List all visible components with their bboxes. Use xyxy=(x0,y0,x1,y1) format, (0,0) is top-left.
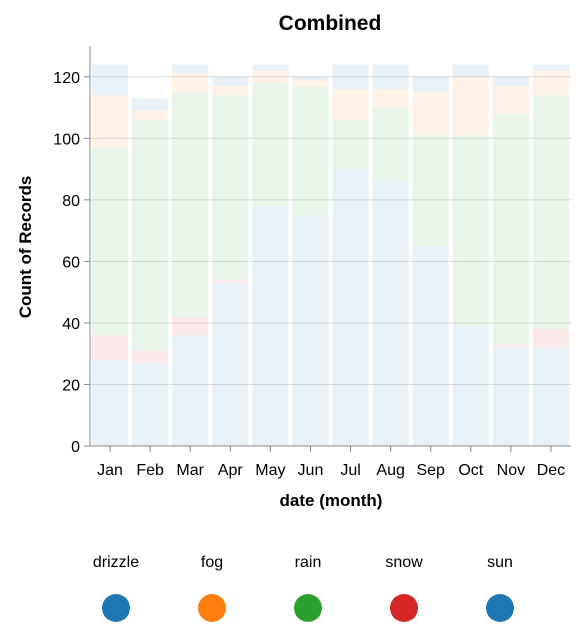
bar-segment-fog xyxy=(452,76,489,136)
legend-label-fog: fog xyxy=(201,554,223,571)
x-tick-label: Nov xyxy=(497,462,525,479)
bar-segment-sun xyxy=(252,206,289,446)
bar-segment-fog xyxy=(372,89,409,108)
x-tick-label: Jun xyxy=(298,462,324,479)
x-tick-label: Sep xyxy=(416,462,445,479)
y-tick-label: 80 xyxy=(62,193,80,210)
bar-segment-drizzle xyxy=(452,64,489,77)
bar-segment-rain xyxy=(332,119,369,170)
bar-segment-fog xyxy=(492,86,529,114)
bar-segment-rain xyxy=(92,147,129,336)
y-tick-label: 100 xyxy=(53,131,80,148)
bar-segment-snow xyxy=(132,350,169,363)
bar-segment-rain xyxy=(532,95,569,330)
y-axis-title: Count of Records xyxy=(16,176,35,319)
bar-segment-fog xyxy=(132,110,169,120)
bar-segment-drizzle xyxy=(492,76,529,86)
bar-segment-fog xyxy=(292,79,329,86)
y-tick-label: 20 xyxy=(62,377,80,394)
x-tick-label: Aug xyxy=(376,462,404,479)
bar-segment-sun xyxy=(92,359,129,446)
bar-segment-rain xyxy=(212,95,249,280)
bar-segment-sun xyxy=(212,282,249,446)
x-tick-label: Jan xyxy=(97,462,123,479)
axes: 0 20 40 60 80 100 120 Jan Feb Mar Apr May Jun Jul Aug S… xyxy=(53,46,571,479)
bar-segment-snow xyxy=(212,279,249,283)
bar-segment-fog xyxy=(412,92,449,136)
bar-segment-rain xyxy=(452,135,489,326)
bar-segment-drizzle xyxy=(292,76,329,80)
y-tick-label: 120 xyxy=(53,70,80,87)
bar-segment-drizzle xyxy=(532,64,569,71)
bar-segment-sun xyxy=(412,246,449,446)
bar-segment-snow xyxy=(172,316,209,336)
bar-segment-sun xyxy=(172,335,209,446)
bar-segment-drizzle xyxy=(132,98,169,111)
bar-segment-sun xyxy=(492,347,529,446)
bar-segment-snow xyxy=(92,335,129,360)
x-tick-label: May xyxy=(255,462,285,479)
bar-segment-rain xyxy=(492,113,529,345)
bar-segment-fog xyxy=(532,70,569,96)
legend-label-drizzle: drizzle xyxy=(93,554,139,571)
bars xyxy=(92,64,569,447)
legend-symbol-snow xyxy=(390,594,418,622)
legend-label-rain: rain xyxy=(295,554,322,571)
grid xyxy=(90,76,571,447)
y-tick-label: 60 xyxy=(62,254,80,271)
x-tick-label: Mar xyxy=(176,462,204,479)
bar-segment-fog xyxy=(332,89,369,120)
bar-segment-rain xyxy=(292,86,329,216)
bar-segment-drizzle xyxy=(172,64,209,74)
legend: drizzle fog rain snow sun xyxy=(93,554,514,622)
legend-symbol-drizzle xyxy=(102,594,130,622)
legend-symbol-sun xyxy=(486,594,514,622)
y-tick-label: 40 xyxy=(62,316,80,333)
bar-segment-fog xyxy=(212,86,249,96)
x-tick-label: Feb xyxy=(136,462,164,479)
bar-segment-rain xyxy=(172,92,209,317)
bar-segment-rain xyxy=(132,119,169,351)
legend-label-sun: sun xyxy=(487,554,513,571)
bar-segment-rain xyxy=(412,135,449,246)
bar-segment-sun xyxy=(452,326,489,446)
bar-segment-fog xyxy=(252,70,289,83)
x-tick-label: Apr xyxy=(218,462,244,479)
bar-segment-drizzle xyxy=(212,76,249,86)
bar-segment-sun xyxy=(532,347,569,446)
legend-label-snow: snow xyxy=(385,554,423,571)
legend-symbol-rain xyxy=(294,594,322,622)
y-tick-label: 0 xyxy=(71,439,80,456)
bar-segment-snow xyxy=(492,344,529,348)
bar-segment-sun xyxy=(292,215,329,446)
bar-segment-drizzle xyxy=(252,64,289,71)
x-tick-label: Dec xyxy=(537,462,565,479)
x-tick-label: Oct xyxy=(458,462,483,479)
chart-title: Combined xyxy=(279,12,382,35)
bar-segment-sun xyxy=(372,181,409,446)
bar-segment-fog xyxy=(172,73,209,93)
bar-segment-snow xyxy=(532,329,569,348)
bar-segment-drizzle xyxy=(412,76,449,93)
bar-segment-rain xyxy=(372,107,409,182)
bar-segment-fog xyxy=(92,95,129,148)
legend-symbol-fog xyxy=(198,594,226,622)
x-tick-label: Jul xyxy=(340,462,360,479)
bar-segment-drizzle xyxy=(372,64,409,90)
bar-segment-sun xyxy=(332,169,369,447)
x-axis-title: date (month) xyxy=(280,491,383,510)
bar-segment-sun xyxy=(132,362,169,446)
bar-segment-drizzle xyxy=(92,64,129,96)
bar-segment-rain xyxy=(252,82,289,206)
bar-segment-drizzle xyxy=(332,64,369,90)
